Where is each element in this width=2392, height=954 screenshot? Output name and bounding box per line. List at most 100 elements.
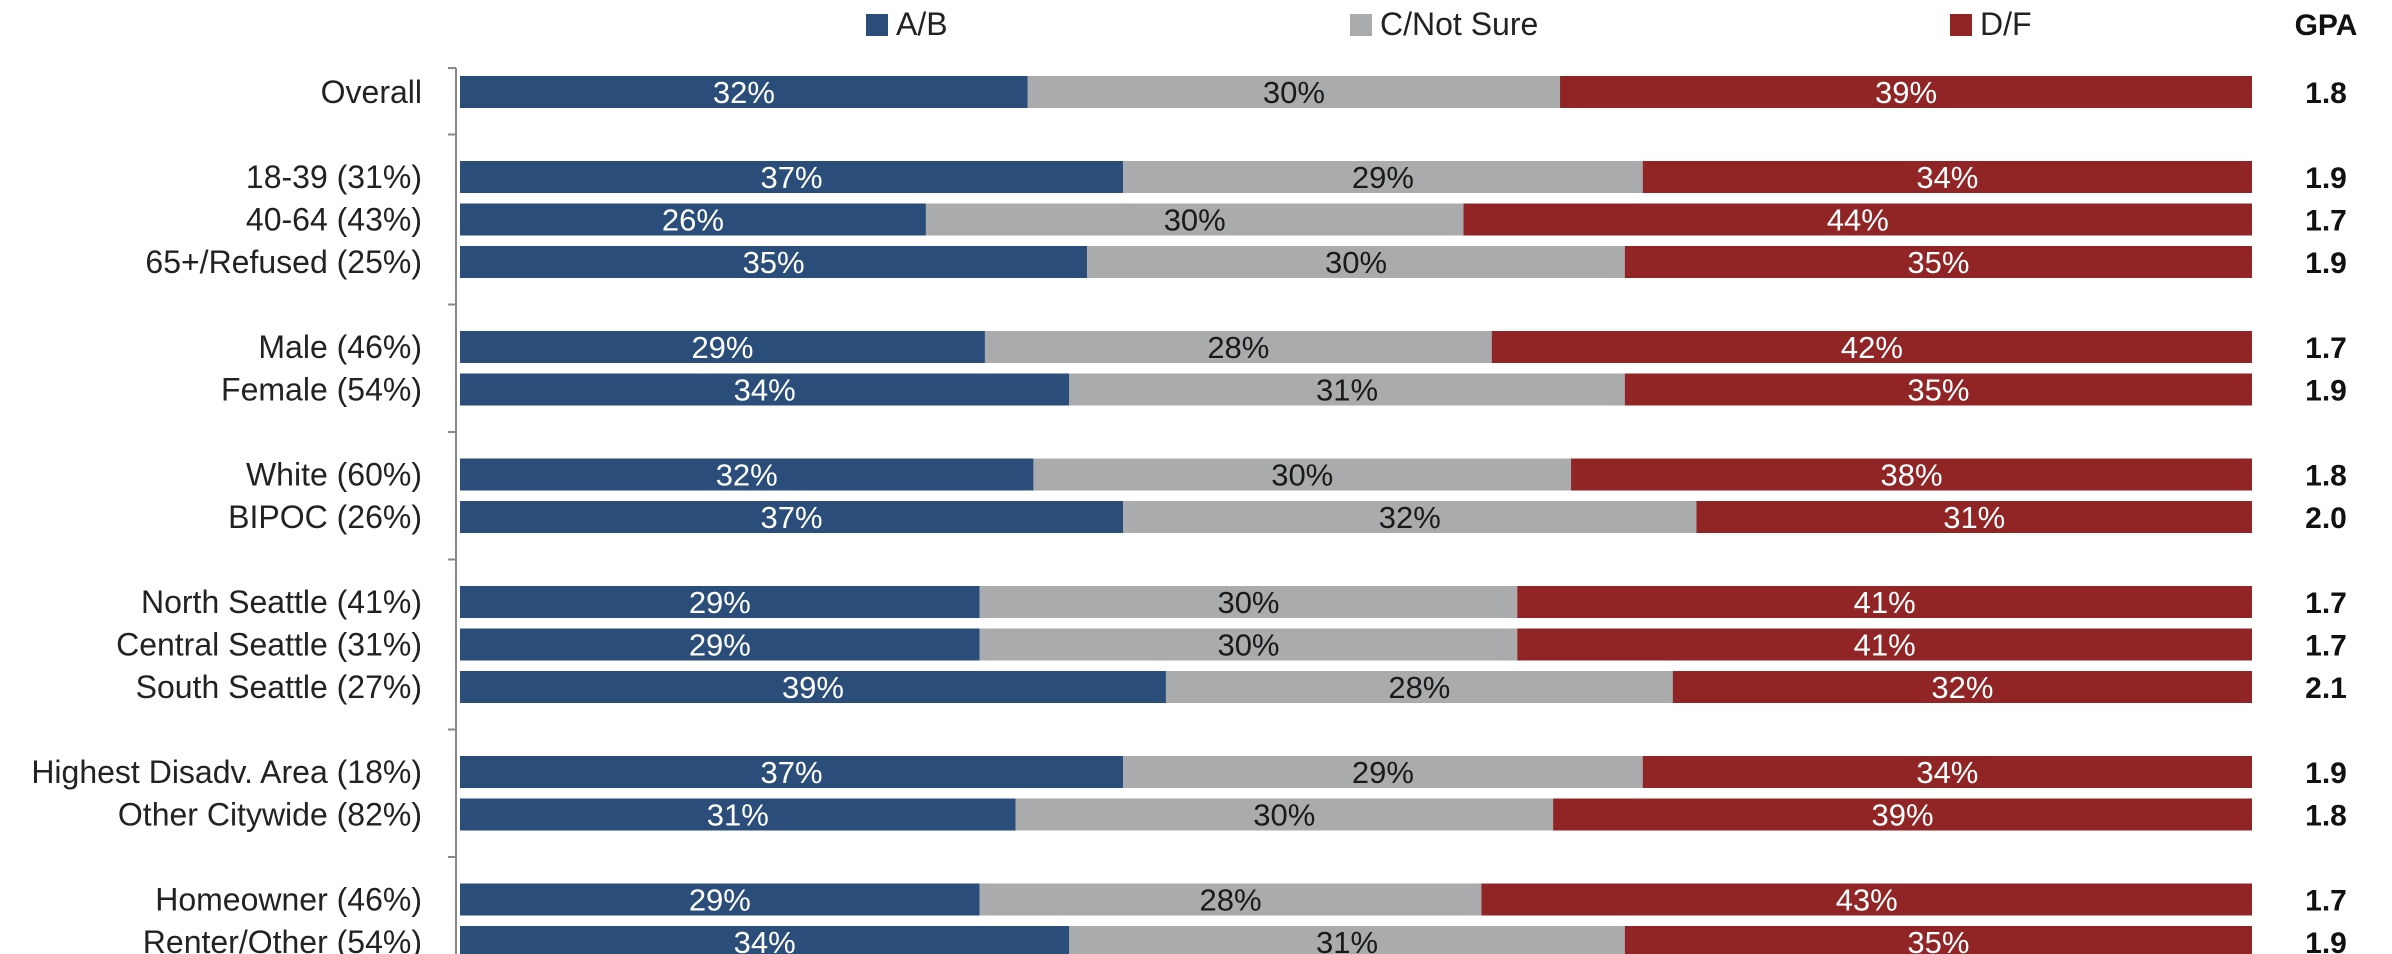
data-label: 28% (1207, 330, 1269, 365)
bar-segment-1 (1069, 926, 1625, 954)
bar-segment-1 (984, 331, 1492, 363)
data-label: 29% (689, 883, 751, 918)
gpa-value: 1.7 (2305, 205, 2347, 238)
legend-swatch-1 (1350, 14, 1372, 36)
gpa-value: 1.7 (2305, 332, 2347, 365)
data-label: 37% (760, 755, 822, 790)
bar-row: Other Citywide (82%) 31% 30% 39% 1.8 (118, 797, 2347, 833)
bar-segment-0 (460, 628, 980, 661)
data-label: 34% (734, 373, 796, 408)
gpa-value: 1.8 (2305, 77, 2347, 110)
bar-segment-1 (1087, 246, 1625, 278)
gpa-value: 1.9 (2305, 247, 2347, 280)
data-label: 30% (1271, 458, 1333, 493)
legend-label-1: C/Not Sure (1380, 6, 1538, 42)
bar-segment-0 (460, 203, 926, 236)
bar-segment-1 (1123, 501, 1697, 533)
bar-segment-2 (1481, 883, 2252, 916)
data-label: 32% (1379, 500, 1441, 535)
legend-swatch-2 (1950, 14, 1972, 36)
legend-label-0: A/B (896, 6, 948, 42)
row-label: 40-64 (43%) (246, 202, 422, 238)
legend: A/B C/Not Sure D/F (866, 6, 2032, 42)
chart-rows: Overall 32% 30% 39% 1.818-39 (31%) 37% 29% 34% 1… (31, 74, 2347, 954)
data-label: 34% (1916, 160, 1978, 195)
bar-segment-1 (979, 883, 1482, 916)
data-label: 31% (707, 798, 769, 833)
bar-segment-2 (1642, 756, 2252, 788)
data-label: 35% (1907, 373, 1969, 408)
data-label: 29% (1352, 755, 1414, 790)
gpa-value: 1.8 (2305, 460, 2347, 493)
bar-segment-2 (1463, 203, 2252, 236)
bar-segment-2 (1624, 926, 2252, 954)
data-label: 39% (1872, 798, 1934, 833)
bar-segment-2 (1672, 671, 2252, 703)
bar-segment-0 (460, 926, 1070, 954)
row-label: 65+/Refused (25%) (145, 244, 422, 280)
row-label: Homeowner (46%) (155, 882, 422, 918)
bar-segment-0 (460, 501, 1124, 533)
data-label: 39% (782, 670, 844, 705)
bar-segment-0 (460, 458, 1034, 491)
data-label: 32% (716, 458, 778, 493)
data-label: 28% (1388, 670, 1450, 705)
bar-segment-1 (1123, 756, 1643, 788)
gpa-value: 1.9 (2305, 757, 2347, 790)
bar-row: Highest Disadv. Area (18%) 37% 29% 34% 1.9 (31, 754, 2347, 790)
data-label: 30% (1217, 628, 1279, 663)
bar-segment-2 (1642, 161, 2252, 193)
bar-segment-0 (460, 373, 1070, 406)
row-label: North Seattle (41%) (141, 584, 422, 620)
bar-segment-0 (460, 883, 980, 916)
bar-segment-0 (460, 798, 1016, 831)
gpa-value: 2.1 (2305, 672, 2347, 705)
bar-segment-1 (1015, 798, 1554, 831)
gpa-value: 1.9 (2305, 375, 2347, 408)
data-label: 34% (1916, 755, 1978, 790)
data-label: 30% (1263, 75, 1325, 110)
row-label: 18-39 (31%) (246, 159, 422, 195)
bar-segment-2 (1517, 586, 2252, 618)
row-label: Central Seattle (31%) (116, 627, 422, 663)
bar-row: Male (46%) 29% 28% 42% 1.7 (258, 329, 2346, 365)
data-label: 32% (1931, 670, 1993, 705)
data-label: 41% (1854, 585, 1916, 620)
bar-segment-0 (460, 756, 1124, 788)
gpa-value: 1.7 (2305, 885, 2347, 918)
bar-segment-1 (1033, 458, 1572, 491)
bar-segment-1 (979, 628, 1518, 661)
bar-segment-0 (460, 76, 1028, 108)
bar-row: BIPOC (26%) 37% 32% 31% 2.0 (228, 499, 2347, 535)
data-label: 35% (743, 245, 805, 280)
row-label: Other Citywide (82%) (118, 797, 422, 833)
bar-segment-2 (1571, 458, 2252, 491)
data-label: 34% (734, 925, 796, 954)
bar-segment-1 (1165, 671, 1673, 703)
row-label: Highest Disadv. Area (18%) (31, 754, 422, 790)
data-label: 30% (1325, 245, 1387, 280)
gpa-value: 1.8 (2305, 800, 2347, 833)
data-label: 30% (1253, 798, 1315, 833)
bar-segment-1 (1027, 76, 1561, 108)
bar-row: 65+/Refused (25%) 35% 30% 35% 1.9 (145, 244, 2346, 280)
legend-label-2: D/F (1980, 6, 2032, 42)
data-label: 29% (689, 585, 751, 620)
bar-segment-1 (1123, 161, 1643, 193)
data-label: 30% (1164, 203, 1226, 238)
bar-segment-1 (979, 586, 1518, 618)
row-label: South Seattle (27%) (136, 669, 422, 705)
gpa-value: 1.7 (2305, 630, 2347, 663)
data-label: 37% (760, 500, 822, 535)
bar-segment-0 (460, 161, 1124, 193)
bar-row: Central Seattle (31%) 29% 30% 41% 1.7 (116, 627, 2347, 663)
bar-segment-2 (1517, 628, 2252, 661)
bar-row: 40-64 (43%) 26% 30% 44% 1.7 (246, 202, 2347, 238)
bar-segment-0 (460, 331, 985, 363)
bar-segment-0 (460, 586, 980, 618)
bar-row: Female (54%) 34% 31% 35% 1.9 (221, 372, 2347, 408)
data-label: 28% (1200, 883, 1262, 918)
data-label: 26% (662, 203, 724, 238)
gpa-value: 1.9 (2305, 162, 2347, 195)
